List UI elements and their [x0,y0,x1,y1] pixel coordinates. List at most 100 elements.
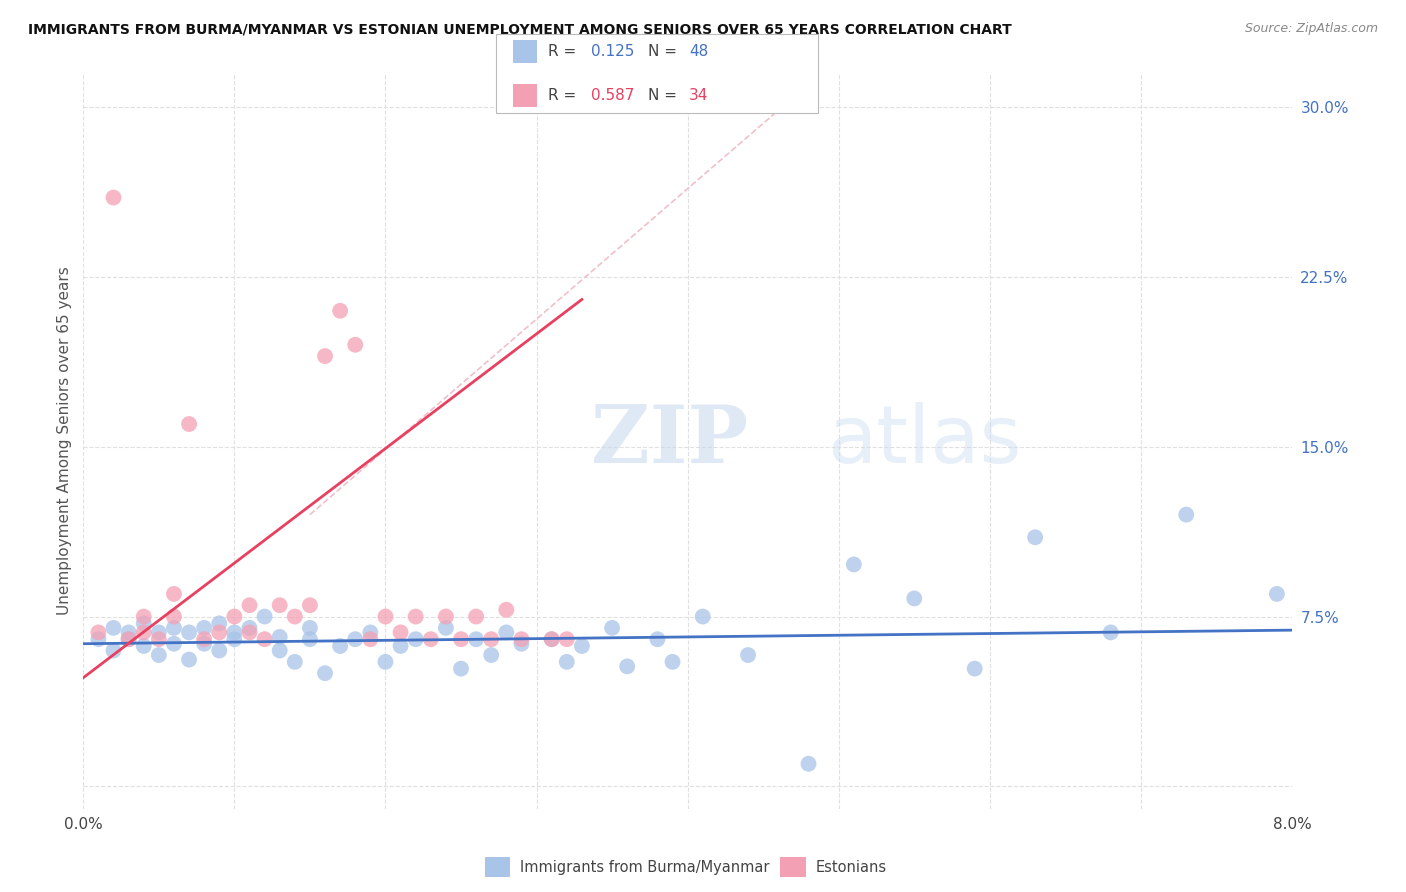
Point [193,632,215,647]
Point [163,637,186,651]
Point [224,609,246,624]
Point [177,625,200,640]
Point [903,591,925,606]
Point [692,609,714,624]
Text: IMMIGRANTS FROM BURMA/MYANMAR VS ESTONIAN UNEMPLOYMENT AMONG SENIORS OVER 65 YEA: IMMIGRANTS FROM BURMA/MYANMAR VS ESTONIA… [28,22,1012,37]
Point [555,655,578,669]
Point [314,666,336,681]
Point [103,621,125,635]
Point [132,616,155,631]
Point [405,609,427,624]
Point [359,625,381,640]
Point [465,632,488,647]
Point [284,609,307,624]
Point [389,639,412,653]
Point [314,349,336,363]
Point [389,625,412,640]
Point [193,621,215,635]
Point [163,587,186,601]
Point [450,662,472,676]
Text: R =: R = [548,88,582,103]
Point [616,659,638,673]
Point [298,621,321,635]
Point [284,655,307,669]
Point [344,338,367,352]
Point [269,599,291,613]
Point [1099,625,1122,640]
Point [117,632,139,647]
Point [1024,530,1046,544]
Point [224,625,246,640]
Point [208,643,231,657]
Point [963,662,986,676]
Point [434,621,457,635]
Point [163,621,186,635]
Point [208,616,231,631]
Point [1265,587,1288,601]
Point [238,621,260,635]
Point [842,558,865,572]
Point [419,632,441,647]
Point [540,632,562,647]
Text: Immigrants from Burma/Myanmar: Immigrants from Burma/Myanmar [520,860,769,874]
Point [253,609,276,624]
Point [797,756,820,771]
Text: ZIP: ZIP [591,402,748,480]
Point [479,632,502,647]
Point [148,625,170,640]
Point [238,625,260,640]
Point [555,632,578,647]
Point [465,609,488,624]
Point [510,632,533,647]
Point [132,639,155,653]
Point [329,303,352,318]
Point [177,652,200,666]
Point [193,637,215,651]
Text: Source: ZipAtlas.com: Source: ZipAtlas.com [1244,22,1378,36]
Point [117,632,139,647]
Point [177,417,200,431]
Point [298,632,321,647]
Point [87,625,110,640]
Text: Estonians: Estonians [815,860,887,874]
Point [329,639,352,653]
Text: 34: 34 [689,88,709,103]
Point [298,599,321,613]
Point [450,632,472,647]
Point [540,632,562,647]
Point [510,637,533,651]
Point [103,190,125,204]
Point [344,632,367,647]
Point [737,648,759,662]
Text: atlas: atlas [827,402,1021,480]
Point [103,643,125,657]
Text: N =: N = [648,88,682,103]
Point [132,625,155,640]
Point [269,643,291,657]
Y-axis label: Unemployment Among Seniors over 65 years: Unemployment Among Seniors over 65 years [58,267,72,615]
Point [117,625,139,640]
Point [647,632,669,647]
Point [571,639,593,653]
Point [163,609,186,624]
Text: 0.125: 0.125 [591,44,634,59]
Point [269,630,291,644]
Point [87,632,110,647]
Point [148,632,170,647]
Point [374,655,396,669]
Point [359,632,381,647]
Point [495,603,517,617]
Text: R =: R = [548,44,582,59]
Text: 48: 48 [689,44,709,59]
Point [253,632,276,647]
Point [661,655,683,669]
Point [132,609,155,624]
Point [405,632,427,647]
Point [495,625,517,640]
Point [208,625,231,640]
Point [434,609,457,624]
Point [224,632,246,647]
Point [374,609,396,624]
Point [148,648,170,662]
Point [238,599,260,613]
